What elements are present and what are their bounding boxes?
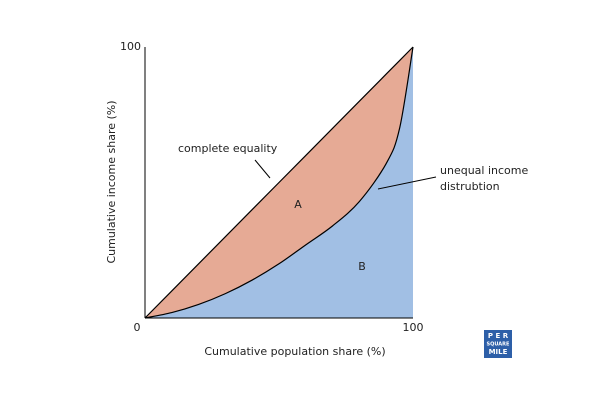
equality-line [144, 46, 414, 319]
y-axis-label: Cumulative income share (%) [105, 100, 118, 263]
logo: P E R SQUARE MILE [484, 330, 512, 358]
lorenz-curve [144, 46, 414, 319]
y-tick-label: 100 [120, 40, 141, 53]
logo-text: MILE [489, 348, 508, 356]
logo-text: P E R [488, 332, 509, 340]
logo-box [484, 330, 512, 358]
leader-line [254, 159, 271, 179]
x-axis-label: Cumulative population share (%) [204, 345, 385, 358]
area-label: A [294, 198, 302, 211]
annotation: unequal income [440, 164, 528, 177]
annotation: distrubtion [440, 180, 500, 193]
area-label: B [358, 260, 366, 273]
x-tick-label: 100 [403, 321, 424, 334]
leader-line [377, 176, 437, 190]
annotation: complete equality [178, 142, 278, 155]
x-tick-label: 0 [134, 321, 141, 334]
area-b [145, 47, 413, 318]
logo-text: SQUARE [487, 342, 510, 348]
